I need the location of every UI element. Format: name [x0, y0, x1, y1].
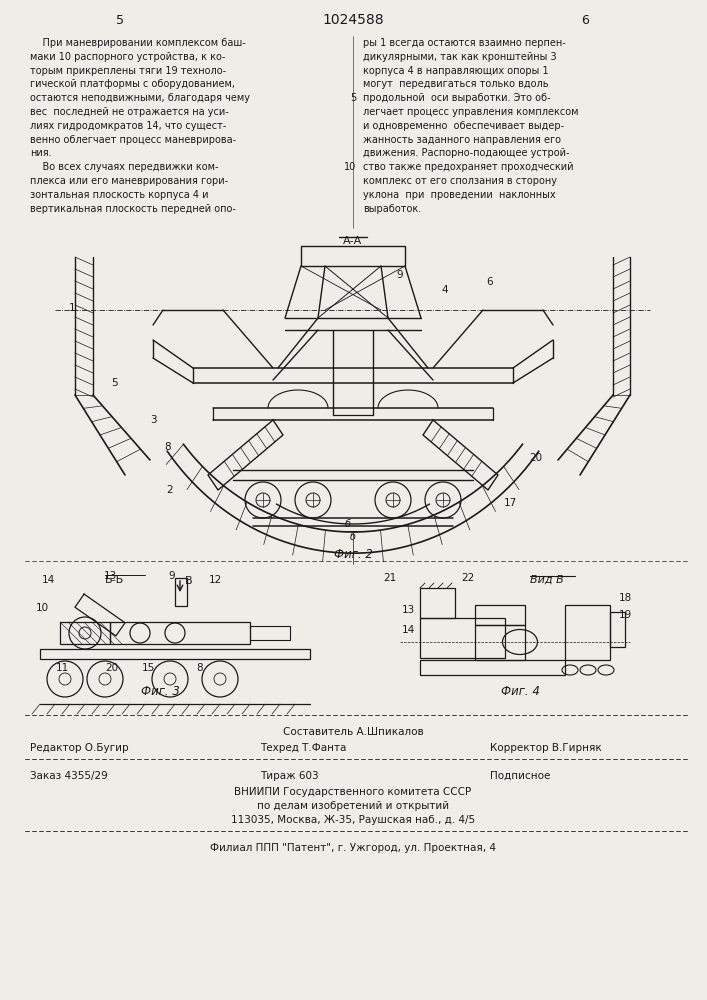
Text: 22: 22: [462, 573, 474, 583]
Text: могут  передвигаться только вдоль: могут передвигаться только вдоль: [363, 79, 549, 89]
Text: плекса или его маневрирования гори-: плекса или его маневрирования гори-: [30, 176, 228, 186]
Text: по делам изобретений и открытий: по делам изобретений и открытий: [257, 801, 449, 811]
Text: 5: 5: [350, 93, 356, 103]
Text: Вид В: Вид В: [530, 575, 563, 585]
Text: вес  последней не отражается на уси-: вес последней не отражается на уси-: [30, 107, 229, 117]
Text: 8: 8: [197, 663, 204, 673]
Text: 15: 15: [141, 663, 155, 673]
Bar: [475, 625, 525, 660]
Text: 20: 20: [530, 453, 542, 463]
Text: торым прикреплены тяги 19 техноло-: торым прикреплены тяги 19 техноло-: [30, 66, 226, 76]
Bar: [610, 612, 625, 647]
Text: 5: 5: [112, 378, 118, 388]
Text: Составитель А.Шпикалов: Составитель А.Шпикалов: [283, 727, 423, 737]
Text: Корректор В.Гирняк: Корректор В.Гирняк: [490, 743, 602, 753]
Bar: [565, 605, 610, 660]
Text: остаются неподвижными, благодаря чему: остаются неподвижными, благодаря чему: [30, 93, 250, 103]
Text: В: В: [185, 576, 192, 586]
Text: 5: 5: [116, 13, 124, 26]
Text: 10: 10: [35, 603, 49, 613]
Text: 13: 13: [103, 571, 117, 581]
Text: 21: 21: [383, 573, 397, 583]
Text: 9: 9: [169, 571, 175, 581]
Text: корпуса 4 в направляющих опоры 1: корпуса 4 в направляющих опоры 1: [363, 66, 549, 76]
Bar: [420, 618, 505, 658]
Text: Во всех случаях передвижки ком-: Во всех случаях передвижки ком-: [30, 162, 218, 172]
Text: 113035, Москва, Ж-35, Раушская наб., д. 4/5: 113035, Москва, Ж-35, Раушская наб., д. …: [231, 815, 475, 825]
Text: гической платформы с оборудованием,: гической платформы с оборудованием,: [30, 79, 235, 89]
Text: 2: 2: [167, 485, 173, 495]
Text: движения. Распорно-подающее устрой-: движения. Распорно-подающее устрой-: [363, 148, 570, 158]
Bar: [110, 622, 250, 644]
Text: ство также предохраняет проходческий: ство также предохраняет проходческий: [363, 162, 573, 172]
Bar: [250, 626, 290, 640]
Text: Фиг. 3: Фиг. 3: [141, 685, 180, 698]
Bar: [60, 622, 110, 644]
Text: Фиг. 4: Фиг. 4: [501, 685, 539, 698]
Text: 1024588: 1024588: [322, 13, 384, 27]
Text: Тираж 603: Тираж 603: [260, 771, 319, 781]
Text: Заказ 4355/29: Заказ 4355/29: [30, 771, 107, 781]
Text: 13: 13: [402, 605, 414, 615]
Text: 6: 6: [581, 13, 589, 26]
Bar: [420, 660, 565, 675]
Text: жанность заданного направления его: жанность заданного направления его: [363, 135, 561, 145]
Text: 4: 4: [442, 285, 448, 295]
Text: 14: 14: [42, 575, 54, 585]
Text: Б-Б: Б-Б: [105, 575, 124, 585]
Text: выработок.: выработок.: [363, 204, 421, 214]
Text: дикулярными, так как кронштейны 3: дикулярными, так как кронштейны 3: [363, 52, 556, 62]
Text: 14: 14: [402, 625, 414, 635]
Text: 10: 10: [344, 162, 356, 172]
Text: Редактор О.Бугир: Редактор О.Бугир: [30, 743, 129, 753]
Text: Подписное: Подписное: [490, 771, 550, 781]
Text: лиях гидродомкратов 14, что сущест-: лиях гидродомкратов 14, что сущест-: [30, 121, 226, 131]
Text: 11: 11: [55, 663, 69, 673]
Text: При маневрировании комплексом баш-: При маневрировании комплексом баш-: [30, 38, 246, 48]
Text: Филиал ППП "Патент", г. Ужгород, ул. Проектная, 4: Филиал ППП "Патент", г. Ужгород, ул. Про…: [210, 843, 496, 853]
Text: 20: 20: [105, 663, 119, 673]
Text: б: б: [345, 519, 351, 529]
Text: б: б: [350, 532, 356, 542]
Text: и одновременно  обеспечивает выдер-: и одновременно обеспечивает выдер-: [363, 121, 564, 131]
Text: ры 1 всегда остаются взаимно перпен-: ры 1 всегда остаются взаимно перпен-: [363, 38, 566, 48]
Text: ния.: ния.: [30, 148, 52, 158]
Text: легчает процесс управления комплексом: легчает процесс управления комплексом: [363, 107, 578, 117]
Text: зонтальная плоскость корпуса 4 и: зонтальная плоскость корпуса 4 и: [30, 190, 209, 200]
Text: продольной  оси выработки. Это об-: продольной оси выработки. Это об-: [363, 93, 551, 103]
Bar: [420, 588, 455, 618]
Text: 3: 3: [150, 415, 156, 425]
Text: ВНИИПИ Государственного комитета СССР: ВНИИПИ Государственного комитета СССР: [235, 787, 472, 797]
Text: вертикальная плоскость передней опо-: вертикальная плоскость передней опо-: [30, 204, 236, 214]
Text: 1: 1: [69, 303, 76, 313]
Bar: [475, 605, 525, 625]
Text: 19: 19: [619, 610, 631, 620]
Text: венно облегчает процесс маневрирова-: венно облегчает процесс маневрирова-: [30, 135, 236, 145]
Bar: [301, 246, 405, 266]
Bar: [40, 649, 310, 659]
Text: маки 10 распорного устройства, к ко-: маки 10 распорного устройства, к ко-: [30, 52, 226, 62]
Text: 12: 12: [209, 575, 221, 585]
Bar: [175, 578, 187, 606]
Text: 17: 17: [503, 498, 517, 508]
Text: Фиг. 2: Фиг. 2: [334, 548, 373, 561]
Text: А-А: А-А: [344, 236, 363, 246]
Text: 9: 9: [397, 270, 403, 280]
Text: 6: 6: [486, 277, 493, 287]
Text: 18: 18: [619, 593, 631, 603]
Text: уклона  при  проведении  наклонных: уклона при проведении наклонных: [363, 190, 556, 200]
Text: Техред Т.Фанта: Техред Т.Фанта: [260, 743, 346, 753]
Text: комплекс от его сползания в сторону: комплекс от его сползания в сторону: [363, 176, 557, 186]
Text: 8: 8: [165, 442, 171, 452]
